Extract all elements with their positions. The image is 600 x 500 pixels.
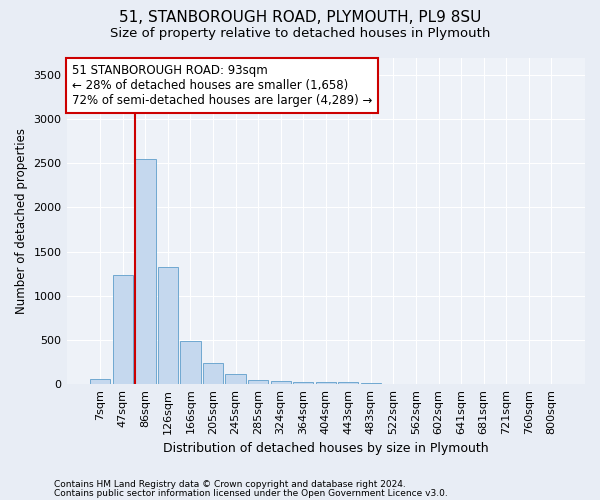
Bar (338, 382, 358, 384)
Bar (203, 363, 223, 384)
Text: Contains HM Land Registry data © Crown copyright and database right 2024.: Contains HM Land Registry data © Crown c… (54, 480, 406, 489)
Bar (90, 379, 110, 384)
Bar (226, 374, 246, 384)
Bar (113, 276, 133, 384)
Y-axis label: Number of detached properties: Number of detached properties (15, 128, 28, 314)
Bar (158, 268, 178, 384)
Bar (135, 159, 155, 384)
Bar (316, 382, 336, 384)
Text: 51, STANBOROUGH ROAD, PLYMOUTH, PL9 8SU: 51, STANBOROUGH ROAD, PLYMOUTH, PL9 8SU (119, 10, 481, 25)
X-axis label: Distribution of detached houses by size in Plymouth: Distribution of detached houses by size … (163, 442, 488, 455)
Text: 51 STANBOROUGH ROAD: 93sqm
← 28% of detached houses are smaller (1,658)
72% of s: 51 STANBOROUGH ROAD: 93sqm ← 28% of deta… (72, 64, 372, 107)
Text: Contains public sector information licensed under the Open Government Licence v3: Contains public sector information licen… (54, 488, 448, 498)
Bar (361, 382, 381, 384)
Text: Size of property relative to detached houses in Plymouth: Size of property relative to detached ho… (110, 28, 490, 40)
Bar (293, 382, 313, 384)
Bar (271, 382, 291, 384)
Bar (248, 380, 268, 384)
Bar (181, 340, 200, 384)
